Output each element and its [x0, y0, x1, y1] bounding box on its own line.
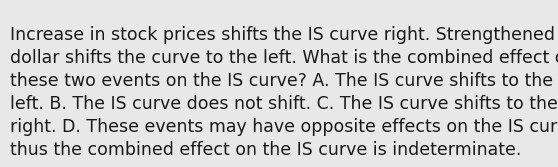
- Text: thus the combined effect on the IS curve is indeterminate.: thus the combined effect on the IS curve…: [10, 141, 521, 159]
- Text: left. B. The IS curve does not shift. C. The IS curve shifts to the: left. B. The IS curve does not shift. C.…: [10, 95, 558, 113]
- Text: right. D. These events may have opposite effects on the IS curve,: right. D. These events may have opposite…: [10, 118, 558, 136]
- Text: these two events on the IS​ curve? A. The IS curve shifts to the: these two events on the IS​ curve? A. Th…: [10, 72, 553, 90]
- Text: Increase in stock prices shifts the IS curve right. Strengthened: Increase in stock prices shifts the IS c…: [10, 26, 555, 44]
- Text: dollar shifts the curve to the left. What is the combined effect of: dollar shifts the curve to the left. Wha…: [10, 49, 558, 67]
